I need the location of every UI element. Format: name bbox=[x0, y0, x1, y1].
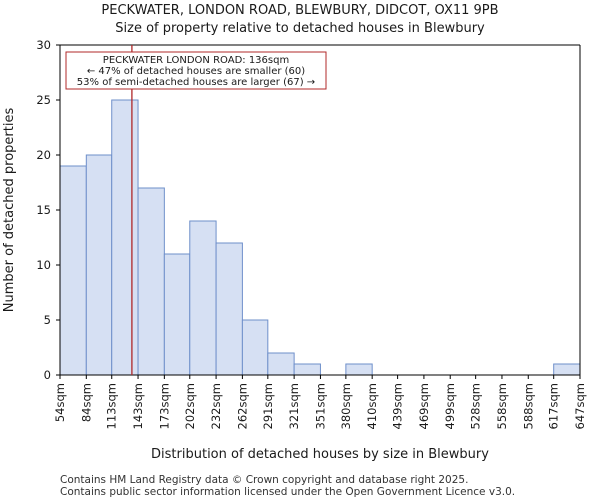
bar-173sqm bbox=[163, 253, 191, 376]
annotation-line-2: ← 47% of detached houses are smaller (60… bbox=[87, 66, 305, 77]
x-tick-label: 617sqm bbox=[547, 383, 561, 429]
bar-617sqm bbox=[553, 363, 581, 376]
x-tick-label: 113sqm bbox=[105, 383, 119, 429]
y-tick-label: 30 bbox=[36, 38, 51, 52]
x-tick-label: 321sqm bbox=[287, 383, 301, 429]
x-tick-label: 647sqm bbox=[573, 383, 587, 429]
y-axis-label: Number of detached properties bbox=[2, 108, 17, 313]
footer-line-2: Contains public sector information licen… bbox=[60, 486, 515, 498]
annotation-line-3: 53% of semi-detached houses are larger (… bbox=[77, 77, 315, 88]
bar-380sqm bbox=[345, 363, 373, 376]
x-tick-label: 588sqm bbox=[521, 383, 535, 429]
x-tick-label: 499sqm bbox=[443, 383, 457, 429]
x-tick-label: 232sqm bbox=[209, 383, 223, 429]
footer-line-1: Contains HM Land Registry data © Crown c… bbox=[60, 474, 468, 486]
bar-202sqm bbox=[189, 220, 217, 376]
bar-113sqm bbox=[111, 99, 139, 376]
x-tick-label: 380sqm bbox=[339, 383, 353, 429]
x-tick-label: 528sqm bbox=[469, 383, 483, 429]
y-tick-label: 25 bbox=[36, 93, 51, 107]
plot-area: 0 5 10 15 20 25 30 54sqm 84sqm 113sqm 143sqm 173sq… bbox=[36, 38, 587, 429]
y-tick-label: 5 bbox=[44, 313, 51, 327]
bars-group bbox=[59, 99, 581, 376]
y-tick-label: 15 bbox=[36, 203, 51, 217]
x-tick-label: 143sqm bbox=[131, 383, 145, 429]
x-axis-ticks: 54sqm 84sqm 113sqm 143sqm 173sqm 202sqm 232sqm… bbox=[53, 375, 587, 429]
x-tick-label: 291sqm bbox=[261, 383, 275, 429]
x-tick-label: 410sqm bbox=[365, 383, 379, 429]
x-tick-label: 84sqm bbox=[79, 383, 93, 422]
x-axis-label: Distribution of detached houses by size … bbox=[151, 447, 489, 462]
bar-321sqm bbox=[293, 363, 321, 376]
annotation-frame bbox=[65, 51, 327, 90]
y-tick-label: 20 bbox=[36, 148, 51, 162]
x-tick-label: 469sqm bbox=[417, 383, 431, 429]
y-tick-label: 0 bbox=[44, 368, 51, 382]
x-tick-label: 262sqm bbox=[235, 383, 249, 429]
bar-291sqm bbox=[267, 352, 295, 376]
chart-subtitle: Size of property relative to detached ho… bbox=[115, 21, 485, 36]
annotation-line-1: PECKWATER LONDON ROAD: 136sqm bbox=[103, 55, 289, 66]
y-axis-ticks: 0 5 10 15 20 25 30 bbox=[36, 38, 60, 382]
bar-143sqm bbox=[137, 187, 165, 376]
bar-54sqm bbox=[59, 165, 87, 376]
x-tick-label: 351sqm bbox=[313, 383, 327, 429]
annotation-box: PECKWATER LONDON ROAD: 136sqm ← 47% of d… bbox=[65, 51, 327, 90]
chart-title: PECKWATER, LONDON ROAD, BLEWBURY, DIDCOT… bbox=[101, 3, 498, 18]
bar-232sqm bbox=[215, 242, 243, 376]
y-tick-label: 10 bbox=[36, 258, 51, 272]
bar-84sqm bbox=[85, 154, 113, 376]
x-tick-label: 202sqm bbox=[183, 383, 197, 429]
x-tick-label: 439sqm bbox=[391, 383, 405, 429]
x-tick-label: 558sqm bbox=[495, 383, 509, 429]
x-tick-label: 173sqm bbox=[157, 383, 171, 429]
x-tick-label: 54sqm bbox=[53, 383, 67, 422]
bar-262sqm bbox=[241, 319, 269, 376]
